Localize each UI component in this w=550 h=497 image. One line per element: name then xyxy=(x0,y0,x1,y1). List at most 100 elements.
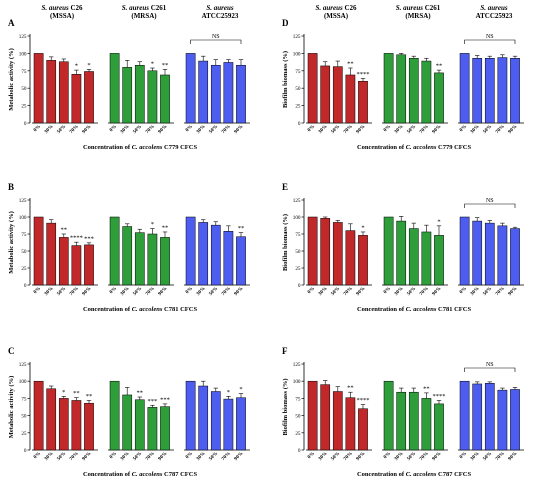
header-species: S. aureus xyxy=(315,4,343,12)
bar xyxy=(84,71,94,124)
bar xyxy=(408,58,419,124)
x-tick-label: 70% xyxy=(221,286,232,297)
x-tick-label: 70% xyxy=(495,124,506,135)
x-tick-label: 70% xyxy=(145,124,156,135)
bar xyxy=(147,407,158,451)
y-tick-label: 25 xyxy=(21,431,27,437)
x-axis-label-suffix: C779 CFCS xyxy=(436,144,471,151)
y-axis-label: Biofilm biomass (%) xyxy=(282,214,289,271)
x-tick-label: 90% xyxy=(432,124,443,135)
y-tick-label: 100 xyxy=(19,51,27,57)
bar xyxy=(84,244,94,286)
bar xyxy=(210,391,221,451)
bar xyxy=(421,60,432,124)
x-axis-label: Concentration of C. accolens C787 CFCS xyxy=(357,471,472,478)
y-tick-label: 50 xyxy=(295,249,301,255)
header-atcc-left: S. aureus ATCC25923 xyxy=(190,4,250,20)
x-tick-label: 50% xyxy=(209,124,220,135)
x-tick-label: 0% xyxy=(185,286,194,295)
x-tick-label: 0% xyxy=(383,451,392,460)
x-tick-label: 0% xyxy=(185,451,194,460)
bar xyxy=(109,380,120,451)
x-tick-label: 70% xyxy=(221,124,232,135)
x-axis-label-prefix: Concentration of xyxy=(83,471,132,478)
x-tick-label: 50% xyxy=(407,124,418,135)
y-tick-label: 100 xyxy=(19,215,27,221)
x-tick-label: 50% xyxy=(407,286,418,297)
x-tick-label: 30% xyxy=(44,451,55,462)
bar xyxy=(58,398,69,451)
x-tick-label: 0% xyxy=(109,451,118,460)
significance-stars: * xyxy=(75,63,78,70)
header-c26-left: S. aureus C26 (MSSA) xyxy=(32,4,92,20)
bar xyxy=(198,60,209,124)
y-tick-label: 0 xyxy=(298,121,301,127)
bar xyxy=(396,54,407,124)
bar xyxy=(84,402,94,451)
x-tick-label: 90% xyxy=(432,451,443,462)
x-tick-label: 70% xyxy=(145,286,156,297)
x-tick-label: 70% xyxy=(495,286,506,297)
x-tick-label: 0% xyxy=(307,124,316,133)
x-tick-label: 30% xyxy=(120,451,131,462)
bar xyxy=(185,380,196,451)
significance-stars: * xyxy=(62,389,65,396)
bar xyxy=(510,389,520,451)
y-tick-label: 100 xyxy=(293,51,301,57)
significance-stars: * xyxy=(151,61,154,68)
bar xyxy=(46,222,57,286)
bar xyxy=(307,380,318,451)
x-tick-label: 90% xyxy=(432,286,443,297)
panel-letter: A xyxy=(8,18,15,28)
y-tick-label: 75 xyxy=(21,396,27,402)
x-axis-label-prefix: Concentration of xyxy=(357,471,406,478)
y-tick-label: 0 xyxy=(24,121,27,127)
x-tick-label: 30% xyxy=(196,451,207,462)
significance-stars: ** xyxy=(347,61,354,68)
bar xyxy=(320,218,331,286)
y-tick-label: 0 xyxy=(298,448,301,454)
header-strain: C26 xyxy=(344,4,357,12)
bar xyxy=(408,391,419,451)
bar xyxy=(408,228,419,286)
bar xyxy=(134,64,145,124)
x-axis-label: Concentration of C. accolens C781 CFCS xyxy=(357,306,472,313)
x-tick-label: 30% xyxy=(470,124,481,135)
x-tick-label: 0% xyxy=(33,451,42,460)
y-tick-label: 75 xyxy=(295,232,301,238)
x-tick-label: 50% xyxy=(407,451,418,462)
x-tick-label: 90% xyxy=(508,124,519,135)
x-tick-label: 70% xyxy=(69,451,80,462)
x-tick-label: 90% xyxy=(158,124,169,135)
bar xyxy=(236,64,246,124)
bar xyxy=(185,53,196,124)
x-tick-label: 0% xyxy=(185,124,194,133)
y-tick-label: 0 xyxy=(24,448,27,454)
bar xyxy=(332,222,343,286)
panel-letter: D xyxy=(282,18,289,28)
header-species: S. aureus xyxy=(121,4,149,12)
bar xyxy=(434,235,444,286)
x-axis-label-suffix: C787 CFCS xyxy=(162,471,197,478)
x-axis-label-species: C. accolens xyxy=(406,144,437,151)
significance-stars: ** xyxy=(162,224,169,231)
bar xyxy=(484,222,495,286)
ns-label: NS xyxy=(486,198,494,204)
bar xyxy=(33,53,44,124)
bar xyxy=(46,60,57,124)
x-axis-label: Concentration of C. accolens C781 CFCS xyxy=(83,306,198,313)
y-axis-label: Metabolic activity (%) xyxy=(8,48,15,110)
significance-stars: ** xyxy=(238,225,245,232)
header-species: S. aureus xyxy=(206,4,234,12)
x-tick-label: 90% xyxy=(356,286,367,297)
x-tick-label: 30% xyxy=(394,124,405,135)
bar xyxy=(223,231,234,286)
x-tick-label: 50% xyxy=(57,286,68,297)
significance-stars: **** xyxy=(357,397,370,404)
y-tick-label: 75 xyxy=(21,69,27,75)
x-axis-label-suffix: C779 CFCS xyxy=(162,144,197,151)
significance-stars: *** xyxy=(84,235,94,242)
bar xyxy=(33,216,44,286)
x-tick-label: 70% xyxy=(343,451,354,462)
x-axis-label-species: C. accolens xyxy=(132,306,163,313)
